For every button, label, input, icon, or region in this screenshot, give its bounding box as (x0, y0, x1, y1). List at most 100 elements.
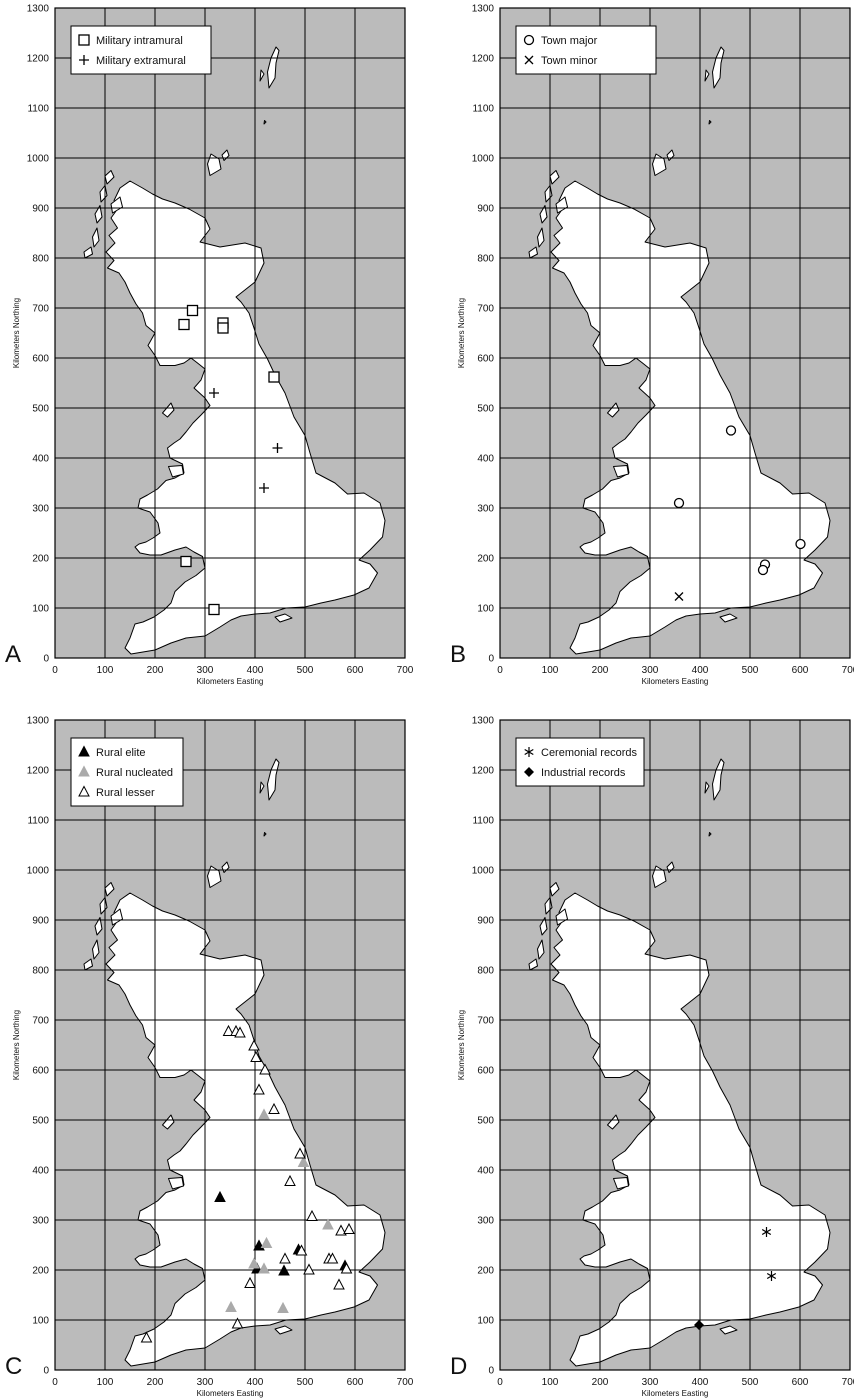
x-tick-label: 200 (592, 665, 609, 676)
y-tick-label: 1300 (472, 716, 495, 727)
circle-marker-1 (673, 497, 685, 509)
circle-marker-legend-0 (523, 34, 535, 46)
y-tick-label: 800 (477, 254, 494, 265)
landmass-4 (83, 246, 93, 259)
landmass-9 (110, 908, 123, 926)
landmass-13 (704, 781, 710, 794)
legend-label: Military extramural (96, 55, 186, 67)
landmass-9 (110, 196, 123, 214)
legend-label: Rural nucleated (96, 767, 173, 779)
plus-marker-legend-1 (79, 55, 89, 65)
y-tick-label: 200 (477, 554, 494, 565)
landmass-10 (652, 865, 667, 888)
x-tick-label: 400 (247, 1377, 264, 1388)
tri-open-marker-23 (284, 1174, 296, 1186)
y-tick-label: 700 (477, 1016, 494, 1027)
grid-lines (54, 719, 406, 1371)
x-tick-label: 300 (197, 1377, 214, 1388)
landmass-4 (528, 958, 538, 971)
tri-filled-marker-3 (278, 1264, 290, 1276)
y-tick-label: 400 (32, 454, 49, 465)
tri-open-marker-16 (234, 1026, 246, 1038)
landmass-8 (104, 882, 115, 897)
y-tick-label: 1000 (27, 154, 50, 165)
landmass-0 (550, 180, 831, 655)
x-tick-label: 700 (397, 1377, 414, 1388)
landmass-0 (105, 180, 386, 655)
landmass-4 (83, 958, 93, 971)
x-tick-label: 600 (347, 1377, 364, 1388)
landmass-3 (607, 1114, 620, 1130)
tri-grey-marker-10 (248, 1257, 260, 1269)
x-tick-label: 500 (297, 1377, 314, 1388)
landmass-5 (537, 227, 545, 248)
asterisk-marker-legend-0 (524, 747, 534, 757)
tri-open-marker-21 (268, 1102, 280, 1114)
tri-filled-marker-0 (214, 1190, 226, 1202)
legend: Military intramural Military extramural (70, 25, 212, 75)
legend-box (515, 737, 645, 787)
x-tick-label: 500 (297, 665, 314, 676)
x-tick-label: 700 (397, 665, 414, 676)
tri-open-marker-25 (335, 1224, 347, 1236)
tri-open-marker-19 (259, 1063, 271, 1075)
asterisk-marker-1 (766, 1271, 777, 1281)
plus-marker-9 (259, 483, 269, 493)
site-markers (178, 304, 283, 616)
tri-open-marker-36 (140, 1331, 153, 1343)
cross-marker-5 (674, 592, 684, 601)
legend: Ceremonial records Industrial records (515, 737, 645, 787)
y-tick-label: 1200 (27, 54, 50, 65)
tri-open-marker-35 (231, 1317, 244, 1329)
y-tick-label: 900 (32, 916, 49, 927)
map-panel-b: 0 100 200 300 400 500 600 700 0 100 200 300 400 500 60… (450, 4, 854, 687)
legend-label: Ceremonial records (541, 747, 637, 759)
landmass-13 (259, 781, 265, 794)
landmass-14 (708, 120, 712, 125)
plus-marker-8 (272, 443, 283, 453)
tri-open-marker-32 (340, 1262, 353, 1274)
landmass-10 (207, 865, 222, 888)
x-tick-label: 0 (52, 665, 58, 676)
y-axis-title: Kilometers Northing (12, 1010, 21, 1080)
square-marker-4 (268, 371, 280, 383)
x-tick-label: 300 (642, 665, 659, 676)
x-tick-label: 400 (692, 665, 709, 676)
tri-open-marker-legend-2 (78, 785, 90, 797)
tri-grey-marker-12 (225, 1300, 237, 1312)
y-tick-label: 0 (488, 1366, 494, 1377)
y-tick-label: 200 (477, 1266, 494, 1277)
landmass-10 (652, 153, 667, 176)
legend-label: Town major (541, 35, 598, 47)
y-tick-label: 600 (477, 1066, 494, 1077)
landmass-6 (539, 917, 548, 936)
y-tick-label: 400 (477, 1166, 494, 1177)
y-tick-label: 600 (32, 354, 49, 365)
coastline-layer (528, 758, 831, 1367)
x-tick-label: 0 (497, 665, 503, 676)
landmass-12 (712, 46, 725, 89)
landmass-13 (259, 69, 265, 82)
landmass-2 (274, 1325, 293, 1335)
plus-marker-7 (209, 388, 219, 398)
coastline-layer (528, 46, 831, 655)
tri-open-marker-17 (248, 1039, 260, 1051)
tri-grey-marker-13 (277, 1301, 289, 1313)
y-tick-label: 1300 (27, 4, 50, 15)
y-tick-label: 800 (32, 966, 49, 977)
square-marker-legend-0 (78, 34, 90, 46)
x-axis-title: Kilometers Easting (197, 1389, 264, 1398)
landmass-0 (105, 892, 386, 1367)
square-marker-1 (186, 304, 199, 317)
legend-label: Rural elite (96, 747, 146, 759)
map-panel-d: 0 100 200 300 400 500 600 700 0 100 200 300 400 500 60… (450, 716, 854, 1399)
legend-box (515, 25, 657, 75)
legend: Rural elite Rural nucleated Rural lesser (70, 737, 184, 807)
landmass-8 (104, 170, 115, 185)
x-tick-label: 200 (147, 1377, 164, 1388)
coastline-layer (83, 46, 386, 655)
landmass-9 (555, 196, 568, 214)
landmass-6 (94, 917, 103, 936)
tri-grey-marker-9 (260, 1236, 273, 1248)
x-tick-label: 100 (542, 1377, 559, 1388)
